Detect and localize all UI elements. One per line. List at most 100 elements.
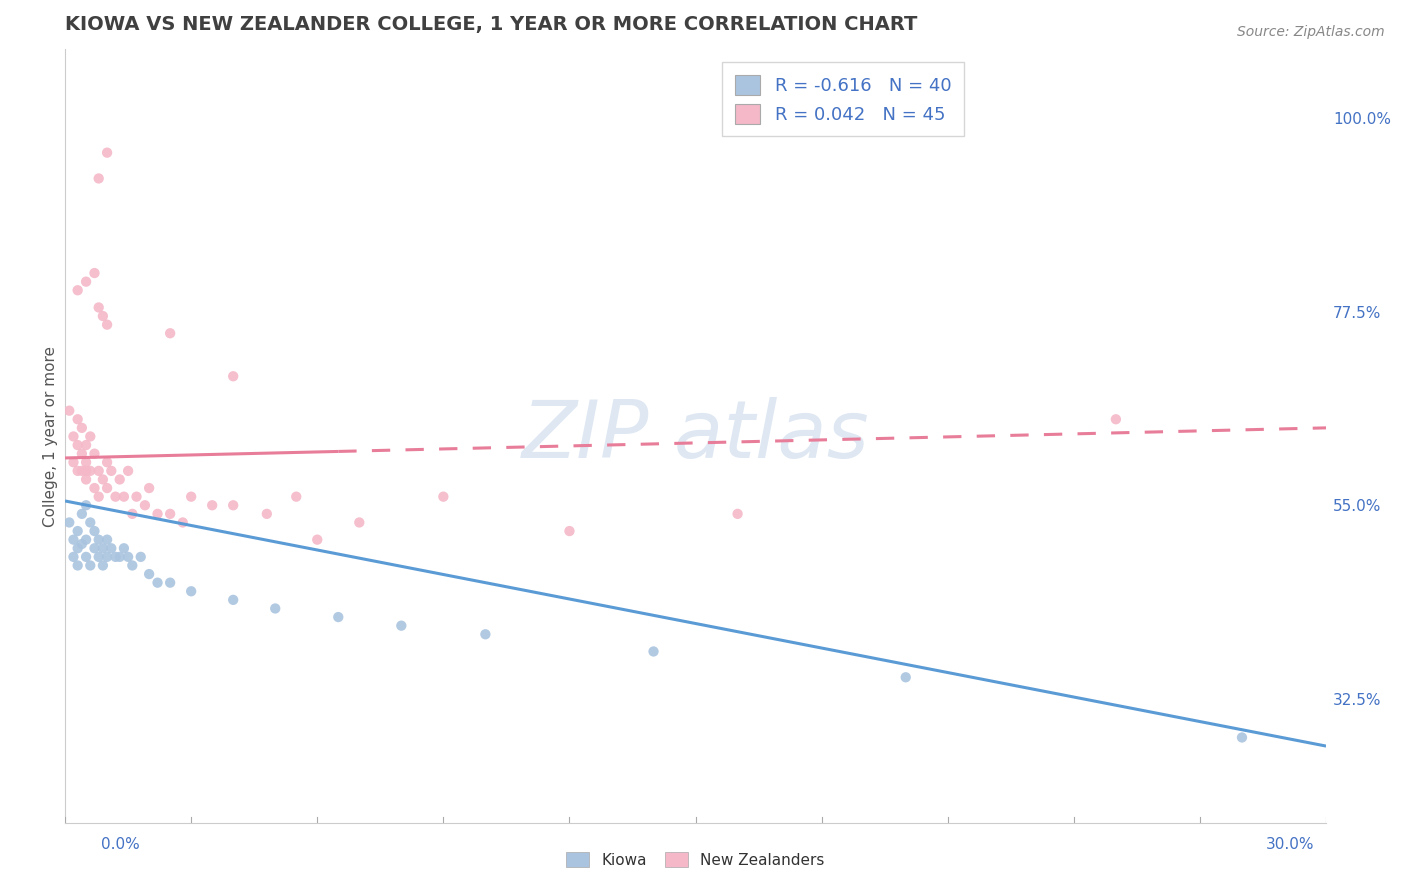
- Point: [96, 455, 118, 469]
- Legend: R = -0.616   N = 40, R = 0.042   N = 45: R = -0.616 N = 40, R = 0.042 N = 45: [723, 62, 965, 136]
- Point: [87, 171, 110, 186]
- Point: [172, 516, 194, 530]
- Y-axis label: College, 1 year or more: College, 1 year or more: [44, 346, 58, 527]
- Point: [146, 575, 169, 590]
- Point: [91, 558, 114, 573]
- Point: [66, 438, 89, 452]
- Point: [83, 447, 105, 461]
- Point: [70, 447, 93, 461]
- Point: [66, 541, 89, 556]
- Point: [117, 549, 139, 564]
- Point: [117, 464, 139, 478]
- Point: [96, 533, 118, 547]
- Point: [70, 507, 93, 521]
- Point: [264, 601, 287, 615]
- Point: [138, 481, 160, 495]
- Point: [121, 558, 143, 573]
- Point: [134, 498, 156, 512]
- Point: [91, 473, 114, 487]
- Point: [87, 490, 110, 504]
- Point: [222, 592, 245, 607]
- Text: Source: ZipAtlas.com: Source: ZipAtlas.com: [1237, 25, 1385, 39]
- Point: [201, 498, 224, 512]
- Point: [87, 549, 110, 564]
- Point: [307, 533, 329, 547]
- Point: [159, 575, 181, 590]
- Point: [66, 283, 89, 297]
- Point: [108, 549, 131, 564]
- Point: [121, 507, 143, 521]
- Point: [180, 490, 202, 504]
- Point: [75, 438, 97, 452]
- Point: [96, 481, 118, 495]
- Point: [474, 627, 496, 641]
- Point: [91, 309, 114, 323]
- Point: [62, 533, 84, 547]
- Point: [96, 549, 118, 564]
- Point: [159, 326, 181, 341]
- Point: [96, 145, 118, 160]
- Point: [58, 516, 80, 530]
- Point: [66, 464, 89, 478]
- Point: [285, 490, 308, 504]
- Point: [104, 549, 127, 564]
- Point: [75, 473, 97, 487]
- Point: [62, 429, 84, 443]
- Point: [222, 369, 245, 384]
- Point: [159, 507, 181, 521]
- Point: [100, 464, 122, 478]
- Point: [558, 524, 581, 538]
- Point: [83, 541, 105, 556]
- Point: [83, 266, 105, 280]
- Point: [1105, 412, 1128, 426]
- Point: [87, 301, 110, 315]
- Point: [79, 516, 101, 530]
- Point: [125, 490, 148, 504]
- Point: [108, 473, 131, 487]
- Point: [62, 549, 84, 564]
- Point: [79, 464, 101, 478]
- Point: [75, 455, 97, 469]
- Text: 30.0%: 30.0%: [1267, 838, 1315, 852]
- Text: 0.0%: 0.0%: [101, 838, 141, 852]
- Point: [66, 558, 89, 573]
- Point: [66, 412, 89, 426]
- Point: [70, 537, 93, 551]
- Point: [727, 507, 749, 521]
- Point: [138, 567, 160, 582]
- Text: KIOWA VS NEW ZEALANDER COLLEGE, 1 YEAR OR MORE CORRELATION CHART: KIOWA VS NEW ZEALANDER COLLEGE, 1 YEAR O…: [65, 15, 918, 34]
- Text: ZIP atlas: ZIP atlas: [522, 398, 869, 475]
- Point: [66, 524, 89, 538]
- Point: [70, 421, 93, 435]
- Point: [79, 429, 101, 443]
- Point: [75, 498, 97, 512]
- Point: [112, 541, 135, 556]
- Point: [83, 481, 105, 495]
- Point: [389, 618, 412, 632]
- Point: [104, 490, 127, 504]
- Point: [75, 275, 97, 289]
- Point: [1230, 731, 1253, 745]
- Point: [58, 403, 80, 417]
- Point: [349, 516, 371, 530]
- Point: [91, 541, 114, 556]
- Point: [432, 490, 454, 504]
- Point: [100, 541, 122, 556]
- Point: [146, 507, 169, 521]
- Point: [62, 455, 84, 469]
- Point: [894, 670, 917, 684]
- Point: [643, 644, 665, 658]
- Point: [112, 490, 135, 504]
- Point: [75, 533, 97, 547]
- Point: [79, 558, 101, 573]
- Point: [180, 584, 202, 599]
- Point: [75, 464, 97, 478]
- Point: [328, 610, 350, 624]
- Point: [83, 524, 105, 538]
- Point: [70, 464, 93, 478]
- Point: [75, 549, 97, 564]
- Point: [222, 498, 245, 512]
- Point: [96, 318, 118, 332]
- Point: [87, 533, 110, 547]
- Point: [129, 549, 152, 564]
